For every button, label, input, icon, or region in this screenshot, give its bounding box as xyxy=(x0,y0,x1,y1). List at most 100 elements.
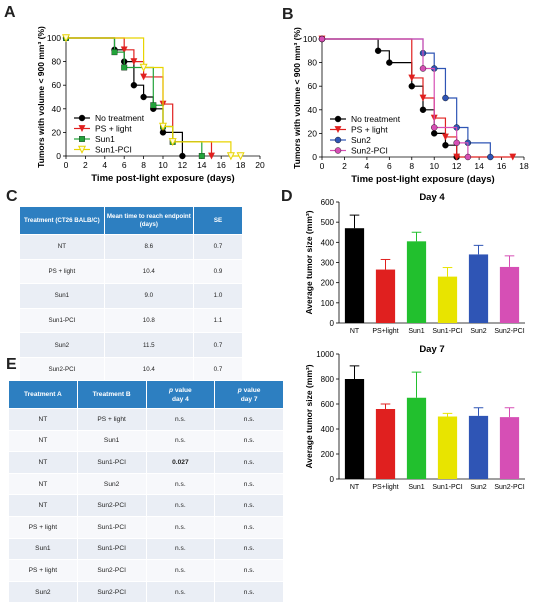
x-tick-label: 20 xyxy=(255,160,265,170)
y-tick-label: 0 xyxy=(330,475,335,484)
x-tick-label: 4 xyxy=(102,160,107,170)
pvalue-table-cell: Sun1 xyxy=(76,429,147,453)
series-sun2-pci xyxy=(318,35,472,161)
panel-label-e: E xyxy=(6,356,17,373)
pvalue-table-cell: Sun2-PCI xyxy=(76,559,147,582)
endpoint-table-cell: 10.8 xyxy=(103,307,194,334)
pvalue-table-cell: n.s. xyxy=(145,429,216,453)
pvalue-table-cell: n.s. xyxy=(214,559,284,582)
x-tick-label: 10 xyxy=(158,160,168,170)
pvalue-table: Treatment A Treatment B p value day 4 p … xyxy=(8,380,284,603)
pvalue-table-cell: Sun1-PCI xyxy=(76,451,147,474)
data-point xyxy=(442,94,449,102)
x-tick-label: Sun1-PCI xyxy=(432,484,462,491)
x-tick-label: 14 xyxy=(197,160,207,170)
x-tick-label: 6 xyxy=(122,160,127,170)
x-tick-label: NT xyxy=(350,328,360,335)
bar xyxy=(437,276,458,323)
pvalue-table-cell: Sun2 xyxy=(8,580,78,603)
y-tick-label: 600 xyxy=(321,400,335,409)
data-point xyxy=(111,49,118,56)
x-tick-label: 0 xyxy=(320,161,325,171)
endpoint-table-cell: 0.9 xyxy=(192,258,244,285)
survival-chart-b: 0 20 40 60 80 100 0 2 4 6 8 10 12 14 16 18 Time post-lig… xyxy=(292,27,529,185)
series-ps-light xyxy=(318,35,517,161)
pvalue-table-cell: n.s. xyxy=(145,559,216,582)
legend-label: Sun2 xyxy=(351,135,371,145)
pvalue-table-cell: n.s. xyxy=(214,408,284,431)
pvalue-table-row: Sun1 Sun1-PCI n.s. n.s. xyxy=(8,537,284,561)
pvalue-table-row: NT Sun2-PCI n.s. n.s. xyxy=(8,494,284,517)
x-tick-label: Sun2-PCI xyxy=(494,484,524,491)
y-axis-label: Tumors with volume < 900 mm³ (%) xyxy=(292,27,302,169)
x-tick-label: 16 xyxy=(216,160,226,170)
endpoint-table-cell: Sun2 xyxy=(19,332,105,358)
data-point xyxy=(442,133,449,141)
y-tick-label: 20 xyxy=(52,127,62,137)
x-axis-label: Time post-light exposure (days) xyxy=(351,174,494,185)
pvalue-table-row: NT Sun1 n.s. n.s. xyxy=(8,429,284,453)
x-tick-label: 2 xyxy=(342,161,347,171)
data-point xyxy=(168,138,177,147)
endpoint-table-row: NT 8.6 0.7 xyxy=(19,234,244,260)
y-tick-label: 40 xyxy=(52,104,62,114)
data-point xyxy=(431,124,438,131)
data-point xyxy=(77,145,87,154)
x-tick-label: Sun2-PCI xyxy=(494,328,524,335)
pvalue-header-value: value xyxy=(173,386,192,394)
y-tick-label: 400 xyxy=(321,238,335,247)
endpoint-table-cell: Sun1 xyxy=(19,283,105,309)
data-point xyxy=(61,34,71,43)
y-tick-label: 40 xyxy=(308,105,318,115)
data-point xyxy=(130,81,138,89)
pvalue-table-cell: Sun1-PCI xyxy=(76,515,147,539)
x-tick-label: 4 xyxy=(365,161,370,171)
pvalue-table-row: PS + light Sun2-PCI n.s. n.s. xyxy=(8,559,284,582)
series-sun1-pci xyxy=(61,34,245,161)
y-tick-label: 600 xyxy=(321,198,335,207)
pvalue-table-cell: n.s. xyxy=(214,580,284,603)
x-tick-label: 12 xyxy=(178,160,188,170)
pvalue-table-row: Sun2 Sun2-PCI n.s. n.s. xyxy=(8,580,284,603)
y-axis-label: Average tumor size (mm³) xyxy=(304,210,314,314)
pvalue-table-row: NT PS + light n.s. n.s. xyxy=(8,408,284,431)
endpoint-table-cell: 0.7 xyxy=(192,356,244,383)
chart-title: Day 4 xyxy=(419,192,445,203)
data-point xyxy=(78,114,86,122)
data-point xyxy=(419,65,427,72)
pvalue-table-row: NT Sun1-PCI 0.027 n.s. xyxy=(8,451,284,474)
bar xyxy=(499,266,520,323)
data-point xyxy=(78,125,86,133)
data-point xyxy=(453,139,460,147)
endpoint-table-header-se: SE xyxy=(192,206,244,235)
survival-chart-a: 0 20 40 60 80 100 0 2 4 6 8 10 12 14 16 18 20 Time post-l… xyxy=(36,26,265,184)
series-line xyxy=(322,38,491,157)
endpoint-table-cell: 1.0 xyxy=(192,283,244,309)
x-tick-label: PS+light xyxy=(372,484,398,491)
x-tick-label: 8 xyxy=(409,161,414,171)
pvalue-table-cell: n.s. xyxy=(214,537,284,561)
pvalue-table-row: PS + light Sun1-PCI n.s. n.s. xyxy=(8,515,284,539)
y-axis-label: Tumors with volume < 900 mm³ (%) xyxy=(36,26,46,168)
y-tick-label: 200 xyxy=(321,450,335,459)
y-tick-label: 0 xyxy=(330,319,335,328)
data-point xyxy=(408,74,416,82)
bar-chart-day-7: 0 200 400 600 800 1000 Day 7 Average tumor size… xyxy=(304,344,525,491)
y-tick-label: 60 xyxy=(308,81,318,91)
bar xyxy=(375,269,396,323)
pvalue-table-cell: NT xyxy=(8,429,78,453)
data-point xyxy=(139,63,148,72)
y-tick-label: 1000 xyxy=(316,350,334,359)
x-tick-label: Sun1 xyxy=(408,328,424,335)
data-point xyxy=(236,152,245,161)
pvalue-table-cell: Sun1-PCI xyxy=(76,537,147,561)
pvalue-table-cell: Sun2-PCI xyxy=(76,494,147,517)
pvalue-table-cell: Sun2 xyxy=(76,472,147,496)
x-tick-label: 18 xyxy=(236,160,246,170)
data-point xyxy=(130,58,138,66)
panel-label-d: D xyxy=(281,188,293,205)
endpoint-table-cell: NT xyxy=(19,234,105,260)
pvalue-table-cell: n.s. xyxy=(214,429,284,453)
endpoint-table-cell: 0.7 xyxy=(192,332,244,358)
pvalue-header-day: day 4 xyxy=(171,395,189,403)
